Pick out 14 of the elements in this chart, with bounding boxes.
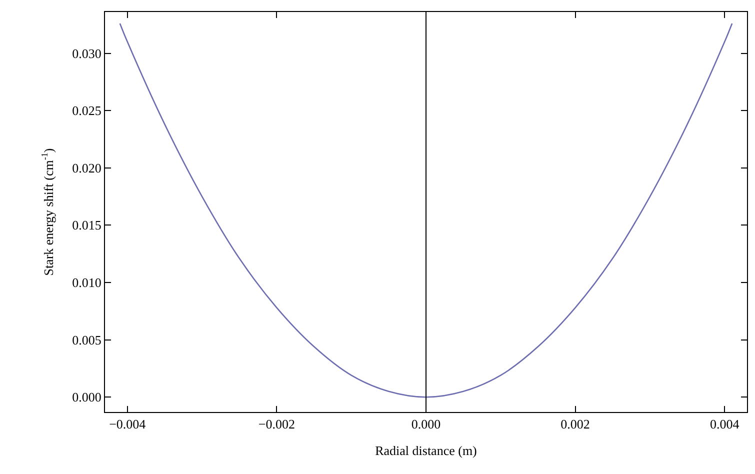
- x-tick-label: −0.004: [109, 416, 146, 432]
- x-tick-label: −0.002: [258, 416, 295, 432]
- y-tick-label: 0.030: [72, 46, 102, 61]
- y-tick-label: 0.000: [72, 390, 102, 405]
- y-tick-label: 0.010: [72, 275, 102, 290]
- line-series: [119, 22, 733, 398]
- y-tick-label: 0.020: [72, 160, 102, 176]
- y-tick-label: 0.005: [72, 332, 102, 348]
- x-tick-label: 0.000: [411, 416, 441, 432]
- x-tick-label: 0.002: [560, 416, 590, 432]
- y-tick-label: 0.025: [72, 103, 102, 118]
- y-tick-label: 0.015: [72, 218, 102, 233]
- x-axis-title: Radial distance (m): [375, 443, 477, 458]
- x-tick-label: 0.004: [710, 416, 740, 432]
